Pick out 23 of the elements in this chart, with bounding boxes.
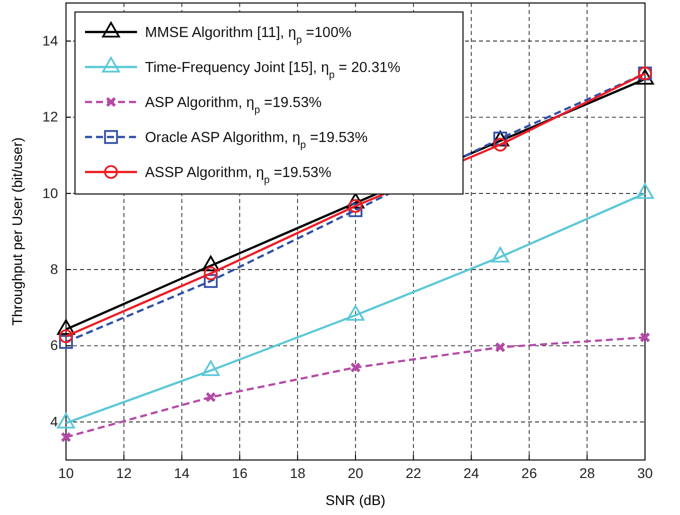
x-tick-label: 18 xyxy=(290,464,306,481)
x-tick-label: 20 xyxy=(348,464,364,481)
y-tick-label: 10 xyxy=(42,184,58,201)
legend-label: ASSP Algorithm, η$_{p}$ =19.53% xyxy=(145,165,332,186)
y-tick-label: 12 xyxy=(42,108,58,125)
x-tick-label: 30 xyxy=(637,464,653,481)
y-tick-label: 6 xyxy=(50,337,58,354)
y-axis-title: Throughput per User (bit/user) xyxy=(9,137,25,326)
y-tick-label: 8 xyxy=(50,261,58,278)
legend-label: MMSE Algorithm [11], η$_{p}$ =100% xyxy=(145,25,352,46)
legend-label: ASP Algorithm, η$_{p}$ =19.53% xyxy=(145,95,322,116)
x-axis-title: SNR (dB) xyxy=(326,492,386,508)
x-tick-label: 14 xyxy=(174,464,190,481)
x-tick-label: 16 xyxy=(232,464,248,481)
y-tick-label: 14 xyxy=(42,32,58,49)
x-tick-label: 26 xyxy=(521,464,538,481)
x-tick-label: 24 xyxy=(464,464,480,481)
legend-label: Oracle ASP Algorithm, η$_{p}$ =19.53% xyxy=(145,130,368,150)
legend-label: Time-Frequency Joint [15], η$_{p}$ = 20.31% xyxy=(145,60,400,80)
x-tick-label: 12 xyxy=(116,464,132,481)
x-tick-label: 22 xyxy=(406,464,422,481)
x-tick-label: 28 xyxy=(579,464,596,481)
y-tick-label: 4 xyxy=(50,413,58,430)
